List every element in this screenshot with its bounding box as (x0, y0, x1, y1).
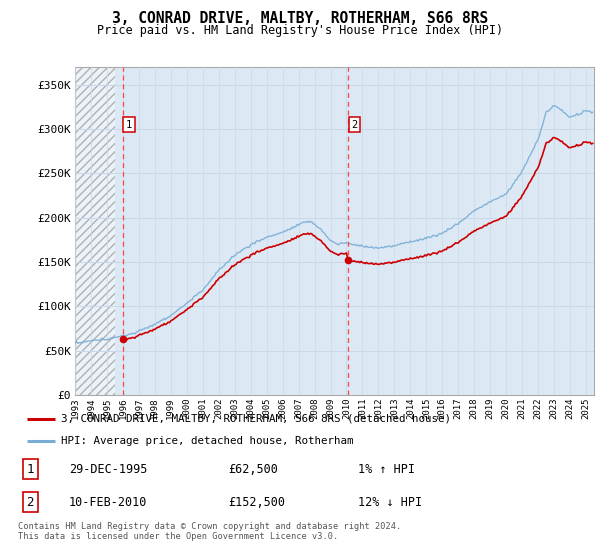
Text: 1: 1 (126, 120, 132, 130)
Text: 2: 2 (26, 496, 34, 509)
Text: 1% ↑ HPI: 1% ↑ HPI (358, 463, 415, 475)
Text: 12% ↓ HPI: 12% ↓ HPI (358, 496, 422, 509)
Text: 29-DEC-1995: 29-DEC-1995 (69, 463, 148, 475)
Text: 3, CONRAD DRIVE, MALTBY, ROTHERHAM, S66 8RS: 3, CONRAD DRIVE, MALTBY, ROTHERHAM, S66 … (112, 11, 488, 26)
Text: £62,500: £62,500 (228, 463, 278, 475)
Text: £152,500: £152,500 (228, 496, 285, 509)
Text: Price paid vs. HM Land Registry's House Price Index (HPI): Price paid vs. HM Land Registry's House … (97, 24, 503, 36)
Bar (75, 67, 115, 395)
Text: HPI: Average price, detached house, Rotherham: HPI: Average price, detached house, Roth… (61, 436, 353, 446)
Bar (75, 67, 115, 395)
Bar (75, 67, 115, 395)
Text: 10-FEB-2010: 10-FEB-2010 (69, 496, 148, 509)
Text: 1: 1 (26, 463, 34, 475)
Text: 3, CONRAD DRIVE, MALTBY, ROTHERHAM, S66 8RS (detached house): 3, CONRAD DRIVE, MALTBY, ROTHERHAM, S66 … (61, 413, 451, 423)
Text: 2: 2 (352, 120, 358, 130)
Text: Contains HM Land Registry data © Crown copyright and database right 2024.
This d: Contains HM Land Registry data © Crown c… (18, 522, 401, 542)
